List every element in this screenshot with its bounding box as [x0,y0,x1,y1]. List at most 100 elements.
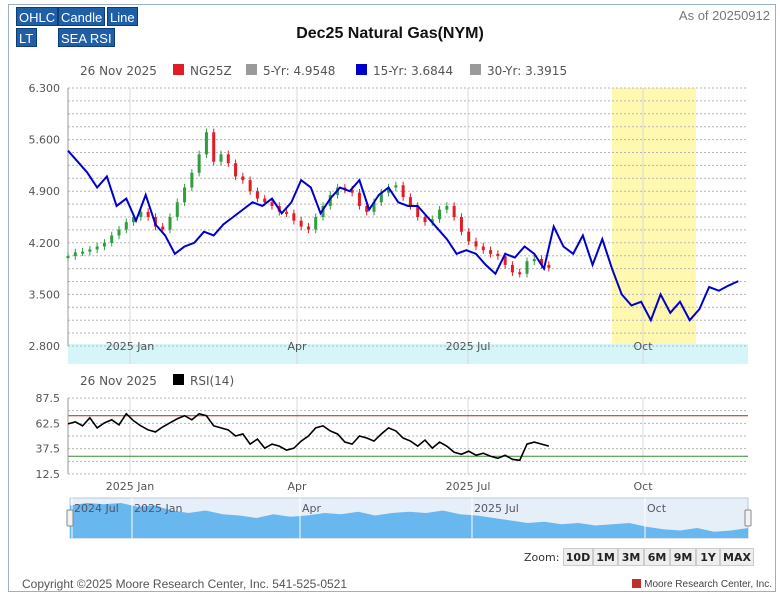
price-legend: 26 Nov 2025 NG25Z 5-Yr: 4.9548 15-Yr: 3.… [80,64,567,78]
ng25z-candle [226,154,230,164]
ng25z-candle [306,226,310,230]
brand-logo-icon [632,579,642,588]
rsi-ytick-label: 62.5 [36,417,61,430]
ng25z-candle [292,213,296,221]
ng25z-candle [321,205,325,217]
ng25z-candle [372,202,376,212]
ng25z-candle [139,211,143,217]
ng25z-candle [379,192,383,203]
chart-title: Dec25 Natural Gas(NYM) [296,25,484,42]
price-xtick-label: Oct [633,340,653,353]
zoom-3m-button[interactable]: 3M [618,548,644,566]
rsi-ytick-label: 37.5 [36,443,61,456]
price-y-axis: 6.300 5.600 4.900 4.200 3.500 2.800 [29,82,61,353]
price-xtick-label: Apr [287,340,307,353]
ng25z-candle [197,154,201,173]
navigator-label: Apr [302,502,322,515]
ng25z-candle [263,198,267,203]
price-x-axis: 2025 Jan Apr 2025 Jul Oct [106,340,653,353]
ng25z-candle [503,256,507,265]
ng25z-candle [212,132,216,162]
ng25z-candle [445,205,449,210]
zoom-9m-button[interactable]: 9M [670,548,696,566]
ng25z-candle [73,252,77,257]
ng25z-candle [328,194,332,206]
lower-band [68,344,748,364]
ng25z-candle [132,217,136,223]
price-plot [66,87,748,364]
rsi-line [67,412,550,462]
ng25z-candle [510,264,514,273]
zoom-max-button[interactable]: MAX [720,548,754,566]
ng25z-candle [416,205,420,217]
ng25z-candle [81,251,85,254]
line-button[interactable]: Line [107,7,138,26]
sea-rsi-button[interactable]: SEA RSI [58,28,115,47]
ng25z-candle [489,250,493,254]
legend-label-5yr: 5-Yr: 4.9548 [263,64,335,78]
ng25z-candle [525,261,529,274]
ng25z-candle [430,219,434,223]
navigator[interactable]: 2024 Jul 2025 Jan Apr 2025 Jul Oct [66,497,752,539]
rsi-xtick-label: 2025 Jul [446,480,491,493]
ng25z-candle [204,132,208,155]
price-ytick-label: 6.300 [29,82,61,95]
ng25z-candle [518,272,522,275]
ng25z-candle [387,187,391,193]
candle-button[interactable]: Candle [58,7,106,26]
price-ytick-label: 2.800 [29,340,61,353]
legend-label-30yr: 30-Yr: 3.3915 [487,64,567,78]
legend-swatch-15yr [356,64,367,75]
legend-label-ng25z: NG25Z [190,64,232,78]
ng25z-candle [255,191,259,199]
ng25z-candle [401,185,405,198]
zoom-1m-button[interactable]: 1M [593,548,618,566]
ng25z-candle [350,189,354,193]
lt-button[interactable]: LT [16,28,37,47]
legend-swatch-5yr [246,64,257,75]
zoom-1y-button[interactable]: 1Y [696,548,720,566]
price-ytick-label: 5.600 [29,134,61,147]
zoom-10d-button[interactable]: 10D [563,548,593,566]
ng25z-candle [299,220,303,227]
rsi-legend-date: 26 Nov 2025 [80,374,157,388]
navigator-left-handle[interactable] [66,509,74,527]
ng25z-candle [474,241,478,247]
price-ytick-label: 4.900 [29,185,61,198]
brand-text: Moore Research Center, Inc. [632,579,772,590]
navigator-right-handle[interactable] [744,509,752,527]
rsi-legend: 26 Nov 2025 RSI(14) [80,374,234,388]
ohlc-button[interactable]: OHLC [16,7,59,26]
ng25z-candle [161,226,165,230]
ng25z-candle [285,211,289,214]
ng25z-candle [496,253,500,257]
ng25z-candle [190,172,194,188]
navigator-label: 2025 Jul [474,502,519,515]
rsi-ytick-label: 12.5 [36,468,61,481]
zoom-6m-button[interactable]: 6M [644,548,670,566]
rsi-legend-swatch [173,374,184,385]
ng25z-candle [102,242,106,247]
ng25z-candle [66,256,70,259]
rsi-x-axis: 2025 Jan Apr 2025 Jul Oct [106,480,653,493]
ng25z-candle [357,192,361,206]
as-of-date: As of 20250912 [678,8,770,23]
rsi-ytick-label: 87.5 [36,392,61,405]
ng25z-candle [168,217,172,230]
price-xtick-label: 2025 Jan [106,340,154,353]
ng25z-candle [234,163,238,177]
legend-swatch-30yr [470,64,481,75]
ng25z-candle [314,217,318,230]
ng25z-candle [423,217,427,223]
navigator-label: 2024 Jul [74,502,119,515]
ng25z-candle [394,185,398,188]
ng25z-candle [467,231,471,242]
ng25z-candle [183,187,187,203]
navigator-label: 2025 Jan [134,502,182,515]
ng25z-candle [110,235,114,243]
ng25z-candle [146,211,150,217]
legend-label-15yr: 15-Yr: 3.6844 [373,64,453,78]
ng25z-candle [270,202,274,206]
rsi-xtick-label: 2025 Jan [106,480,154,493]
